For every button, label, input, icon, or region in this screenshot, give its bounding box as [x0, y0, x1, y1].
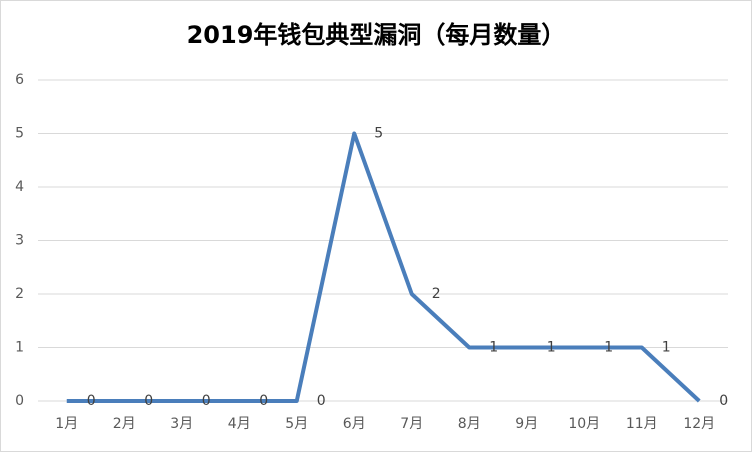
data-label: 0 [144, 393, 153, 409]
data-label: 0 [87, 393, 96, 409]
x-tick-label: 6月 [343, 416, 366, 432]
data-label: 0 [719, 393, 728, 409]
x-tick-label: 8月 [458, 416, 481, 432]
x-tick-label: 5月 [285, 416, 308, 432]
y-tick-label: 4 [15, 179, 24, 195]
data-label: 1 [662, 340, 671, 356]
data-label: 0 [202, 393, 211, 409]
data-label: 1 [489, 340, 498, 356]
y-tick-label: 0 [15, 393, 24, 409]
y-tick-label: 5 [15, 126, 24, 142]
x-tick-label: 3月 [170, 416, 193, 432]
data-label: 0 [259, 393, 268, 409]
data-label: 1 [604, 340, 613, 356]
x-tick-label: 11月 [626, 416, 658, 432]
data-label: 5 [374, 126, 383, 142]
y-tick-label: 2 [15, 286, 24, 302]
x-tick-label: 1月 [55, 416, 78, 432]
x-tick-label: 9月 [515, 416, 538, 432]
data-label: 0 [317, 393, 326, 409]
chart-title: 2019年钱包典型漏洞（每月数量） [187, 21, 566, 49]
x-tick-label: 7月 [400, 416, 423, 432]
data-label: 1 [547, 340, 556, 356]
x-tick-label: 12月 [683, 416, 715, 432]
y-tick-label: 1 [15, 340, 24, 356]
y-tick-label: 6 [15, 72, 24, 88]
line [66, 131, 701, 403]
data-label: 2 [432, 286, 441, 302]
y-tick-label: 3 [15, 233, 24, 249]
x-tick-label: 10月 [568, 416, 600, 432]
x-tick-label: 2月 [113, 416, 136, 432]
x-tick-label: 4月 [228, 416, 251, 432]
